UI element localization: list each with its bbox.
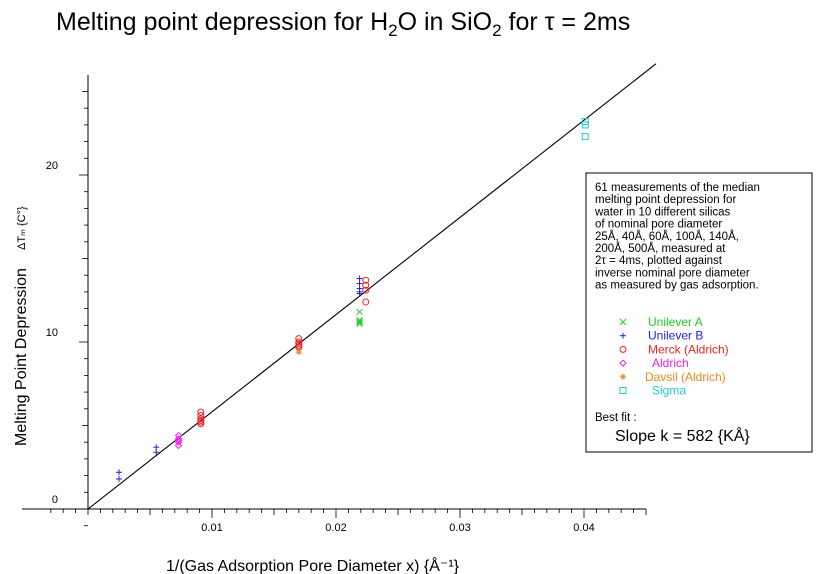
title-part-3: 2: [492, 21, 501, 40]
title-part-2: O in SiO: [398, 8, 492, 36]
data-point: [295, 335, 303, 343]
y-tick-label: 0: [52, 494, 58, 506]
data-point: [197, 408, 205, 416]
data-point: [362, 276, 370, 284]
data-point: [362, 286, 370, 294]
annotation-line: as measured by gas adsorption.: [595, 280, 759, 292]
legend-label: Davsil (Aldrich): [645, 370, 726, 384]
legend-marker: [619, 318, 627, 326]
best-fit-label: Best fit :: [595, 412, 637, 424]
annotation-line: inverse nominal pore diameter: [595, 267, 750, 279]
title-part-0: Melting point depression for H: [56, 8, 388, 36]
x-tick-label: 0.03: [449, 522, 470, 534]
x-tick-label: 0.02: [325, 522, 346, 534]
annotation-box: 61 measurements of the median melting poi…: [585, 172, 813, 453]
data-point: [362, 281, 370, 289]
legend-label: Unilever A: [648, 315, 703, 329]
annotation-line: of nominal pore diameter: [595, 219, 722, 231]
legend-marker: [619, 359, 627, 367]
title-part-4: for τ = 2ms: [502, 8, 631, 36]
annotation-line: 2τ = 4ms, plotted against: [595, 255, 723, 267]
data-point: [197, 420, 205, 428]
data-point: [174, 441, 183, 450]
y-axis-ticks: 0 10 20: [46, 91, 88, 527]
data-point: [116, 469, 122, 476]
x-axis-label: 1/(Gas Adsorption Pore Diameter x) {Å⁻¹}: [166, 556, 460, 574]
legend-label: Sigma: [652, 384, 686, 398]
data-point: [153, 449, 160, 456]
title-part-1: 2: [388, 21, 397, 40]
x-axis-ticks: 0.01 0.02 0.03 0.04: [50, 509, 647, 534]
slope-label: Slope k = 582 {KÅ}: [615, 426, 750, 445]
annotation-line: water in 10 different silicas: [594, 206, 731, 218]
chart-title: Melting point depression for H2O in SiO2…: [56, 8, 630, 40]
legend-label: Aldrich: [652, 356, 689, 370]
legend-label: Unilever B: [648, 329, 703, 343]
data-point: [356, 320, 363, 327]
data-point: [116, 475, 122, 482]
data-point: [356, 275, 363, 282]
y-axis-symbol: ΔTₘ {C°}: [16, 206, 28, 250]
legend-marker: [620, 373, 626, 380]
legend-marker: [619, 345, 627, 353]
data-point: [581, 133, 589, 141]
x-tick-label: 0.01: [201, 522, 222, 534]
legend-marker: [619, 387, 627, 394]
x-tick-label: 0.04: [573, 522, 594, 534]
annotation-line: 61 measurements of the median: [595, 182, 760, 194]
annotation-line: 25Å, 40Å, 60Å, 100Å, 140Å,: [595, 230, 739, 243]
legend-marker: [620, 332, 626, 339]
best-fit-line: [87, 63, 657, 510]
annotation-line: melting point depression for: [595, 194, 736, 206]
annotation-text: 61 measurements of the median melting poi…: [594, 182, 760, 292]
annotation-frame: [585, 172, 813, 453]
y-axis-label: Melting Point Depression: [13, 268, 30, 446]
data-point: [356, 318, 363, 326]
data-point: [356, 290, 363, 297]
data-markers: [116, 118, 589, 482]
legend-label: Merck (Aldrich): [648, 342, 729, 356]
data-point: [153, 444, 160, 451]
data-point: [362, 298, 370, 306]
y-axis-title: Melting Point Depression ΔTₘ {C°}: [13, 206, 30, 446]
data-point: [174, 438, 183, 446]
data-point: [174, 436, 183, 445]
data-point: [197, 411, 205, 419]
data-point: [581, 121, 589, 129]
y-tick-label: 10: [46, 327, 58, 339]
data-point: [295, 349, 302, 356]
plot-area: 0.01 0.02 0.03 0.04 0 10 20: [22, 63, 657, 534]
data-point: [356, 308, 363, 316]
annotation-line: 200Å, 500Å, measured at: [595, 242, 726, 255]
y-tick-label: 20: [46, 160, 58, 172]
data-point: [356, 280, 363, 287]
